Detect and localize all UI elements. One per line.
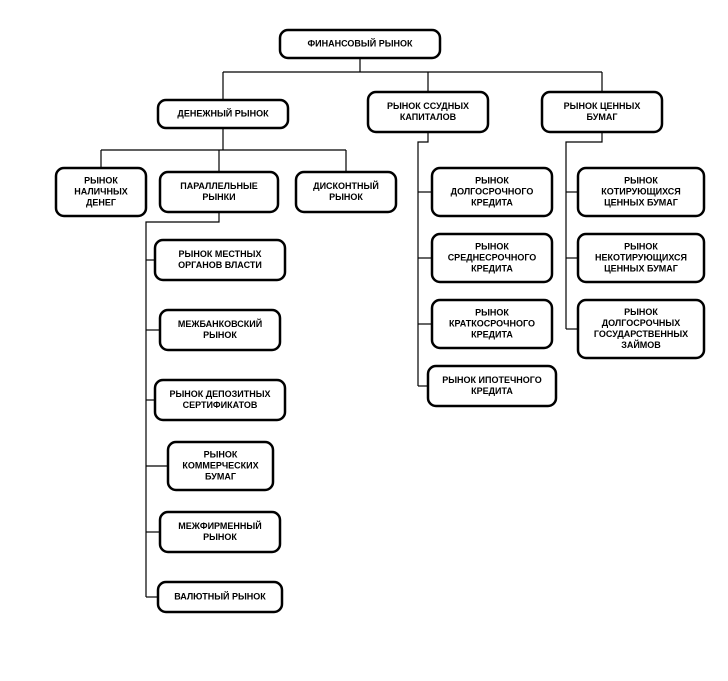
node-label: РЫНОК ДЕПОЗИТНЫХ [169,389,270,399]
node-label: ДИСКОНТНЫЙ [313,180,379,191]
node-label: КРЕДИТА [471,386,513,396]
node-loan3: РЫНОККРАТКОСРОЧНОГОКРЕДИТА [432,300,552,348]
node-label: РЫНОК МЕСТНЫХ [179,249,262,259]
node-label: РЫНКИ [202,192,235,202]
node-label: МЕЖБАНКОВСКИЙ [178,318,262,329]
node-label: РЫНОК [475,307,509,317]
node-label: КРЕДИТА [471,329,513,339]
node-label: КРЕДИТА [471,263,513,273]
node-sec1: РЫНОККОТИРУЮЩИХСЯЦЕННЫХ БУМАГ [578,168,704,216]
node-label: РЫНОК [475,241,509,251]
node-par1: РЫНОК МЕСТНЫХОРГАНОВ ВЛАСТИ [155,240,285,280]
node-label: ЦЕННЫХ БУМАГ [604,197,678,207]
node-money: ДЕНЕЖНЫЙ РЫНОК [158,100,288,128]
node-label: РЫНОК [329,192,363,202]
node-label: РЫНОК [84,175,118,185]
node-label: НАЛИЧНЫХ [74,186,128,196]
node-label: РЫНОК [624,241,658,251]
node-label: РЫНОК [624,307,658,317]
node-par5: МЕЖФИРМЕННЫЙРЫНОК [160,512,280,552]
node-label: РЫНОК [203,532,237,542]
node-label: КРАТКОСРОЧНОГО [449,318,535,328]
node-label: КОММЕРЧЕСКИХ [182,460,258,470]
node-label: СЕРТИФИКАТОВ [183,400,258,410]
node-par3: РЫНОК ДЕПОЗИТНЫХСЕРТИФИКАТОВ [155,380,285,420]
nodes-layer: ФИНАНСОВЫЙ РЫНОК ДЕНЕЖНЫЙ РЫНОК РЫНОК ССУД… [56,30,704,612]
node-label: ВАЛЮТНЫЙ РЫНОК [174,590,266,601]
node-loan4: РЫНОК ИПОТЕЧНОГОКРЕДИТА [428,366,556,406]
node-root: ФИНАНСОВЫЙ РЫНОК [280,30,440,58]
node-par2: МЕЖБАНКОВСКИЙРЫНОК [160,310,280,350]
node-label: ПАРАЛЛЕЛЬНЫЕ [180,181,258,191]
node-label: РЫНОК [624,175,658,185]
node-label: РЫНОК ЦЕННЫХ [564,101,641,111]
flowchart-tree: ФИНАНСОВЫЙ РЫНОК ДЕНЕЖНЫЙ РЫНОК РЫНОК ССУД… [0,0,728,681]
node-loan2: РЫНОКСРЕДНЕСРОЧНОГОКРЕДИТА [432,234,552,282]
node-label: РЫНОК ИПОТЕЧНОГО [442,375,542,385]
node-label: ЗАЙМОВ [621,339,661,350]
node-loan: РЫНОК ССУДНЫХКАПИТАЛОВ [368,92,488,132]
node-label: РЫНОК [203,330,237,340]
node-label: ГОСУДАРСТВЕННЫХ [594,329,688,339]
node-label: ДЕНЕГ [86,197,116,207]
node-label: ДЕНЕЖНЫЙ РЫНОК [177,107,269,118]
node-label: БУМАГ [205,471,236,481]
node-par4: РЫНОККОММЕРЧЕСКИХБУМАГ [168,442,273,490]
node-sec: РЫНОК ЦЕННЫХБУМАГ [542,92,662,132]
node-par: ПАРАЛЛЕЛЬНЫЕРЫНКИ [160,172,278,212]
node-label: КАПИТАЛОВ [400,112,457,122]
node-cash: РЫНОКНАЛИЧНЫХДЕНЕГ [56,168,146,216]
node-label: ЦЕННЫХ БУМАГ [604,263,678,273]
node-disc: ДИСКОНТНЫЙРЫНОК [296,172,396,212]
node-sec2: РЫНОКНЕКОТИРУЮЩИХСЯЦЕННЫХ БУМАГ [578,234,704,282]
node-label: РЫНОК [204,449,238,459]
node-label: СРЕДНЕСРОЧНОГО [448,252,537,262]
node-label: РЫНОК [475,175,509,185]
node-label: ДОЛГОСРОЧНОГО [451,186,534,196]
node-par6: ВАЛЮТНЫЙ РЫНОК [158,582,282,612]
node-label: ФИНАНСОВЫЙ РЫНОК [307,37,413,48]
node-label: КОТИРУЮЩИХСЯ [601,186,681,196]
node-label: МЕЖФИРМЕННЫЙ [178,520,261,531]
node-label: ОРГАНОВ ВЛАСТИ [178,260,262,270]
node-label: НЕКОТИРУЮЩИХСЯ [595,252,687,262]
node-sec3: РЫНОКДОЛГОСРОЧНЫХГОСУДАРСТВЕННЫХЗАЙМОВ [578,300,704,358]
node-label: ДОЛГОСРОЧНЫХ [602,318,681,328]
node-loan1: РЫНОКДОЛГОСРОЧНОГОКРЕДИТА [432,168,552,216]
node-label: БУМАГ [587,112,618,122]
node-label: РЫНОК ССУДНЫХ [387,101,469,111]
node-label: КРЕДИТА [471,197,513,207]
